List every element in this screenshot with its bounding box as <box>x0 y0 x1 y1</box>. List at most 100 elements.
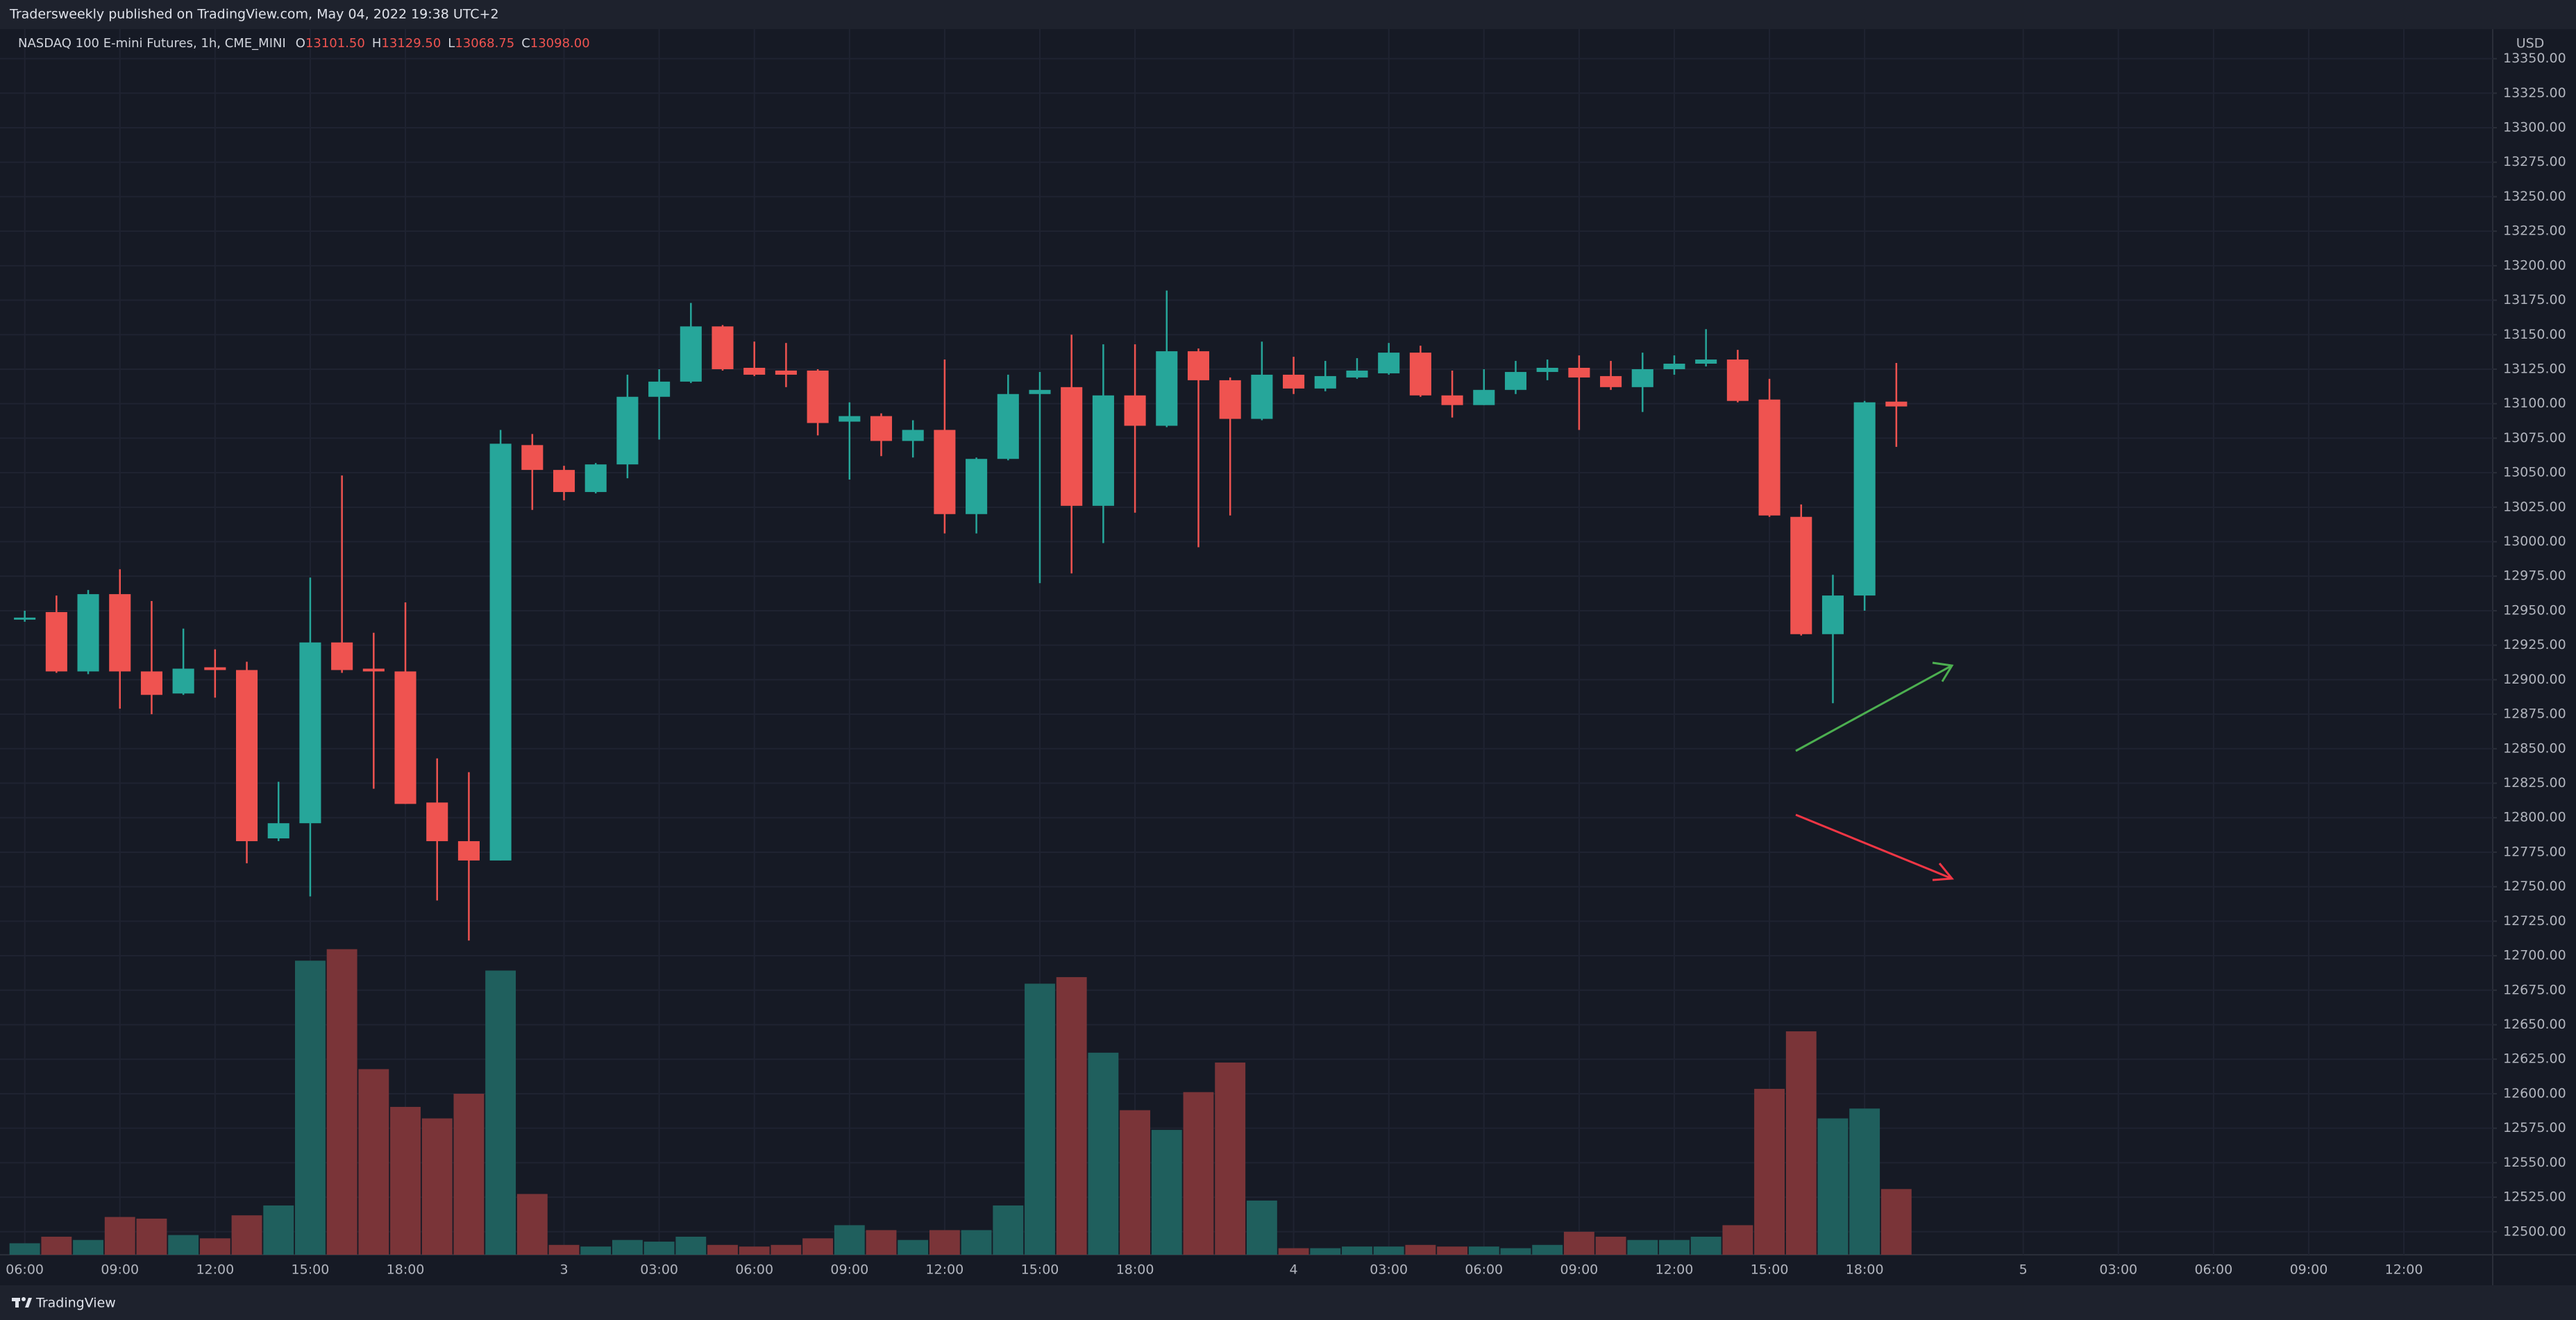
x-tick-label: 5 <box>2019 1262 2028 1278</box>
legend-title: NASDAQ 100 E-mini Futures, 1h, CME_MINI <box>18 36 286 51</box>
drawing-arrow-up <box>1795 661 1954 752</box>
candle-body <box>140 671 162 695</box>
x-tick-label: 12:00 <box>2385 1262 2423 1278</box>
volume-bar <box>707 1244 738 1255</box>
x-tick-label: 06:00 <box>6 1262 44 1278</box>
x-tick-label: 09:00 <box>1560 1262 1598 1278</box>
axes: 13350.00 13325.00 13300.00 13275.00 13250.00… <box>6 51 2566 1277</box>
y-tick-label: 12650.00 <box>2503 1017 2566 1032</box>
legend-key: L <box>448 36 455 51</box>
volume-bar <box>1025 983 1055 1255</box>
volume-bar <box>1563 1231 1594 1255</box>
volume-bar <box>771 1244 802 1255</box>
currency-label: USD <box>2516 36 2545 51</box>
candle-body <box>902 430 924 441</box>
volume-bar <box>1088 1052 1119 1255</box>
candle-body <box>235 670 258 842</box>
candle-body <box>299 642 321 824</box>
candle-body <box>1663 364 1685 369</box>
x-tick-label: 03:00 <box>640 1262 678 1278</box>
volume-bar <box>9 1243 40 1255</box>
y-tick-label: 13175.00 <box>2503 292 2566 307</box>
volume-bar <box>485 970 516 1255</box>
candle-body <box>1600 375 1622 387</box>
candle-body <box>775 370 797 375</box>
y-tick-label: 13300.00 <box>2503 119 2566 135</box>
header-title: Tradersweekly published on TradingView.c… <box>9 7 499 22</box>
candle-body <box>1568 367 1590 378</box>
candle-layer <box>14 290 1908 941</box>
volume-bar <box>961 1230 992 1255</box>
y-tick-label: 13025.00 <box>2503 499 2566 514</box>
candle-body <box>1029 389 1051 394</box>
volume-bar <box>1754 1088 1785 1255</box>
candle-body <box>1187 351 1210 380</box>
y-tick-label: 12900.00 <box>2503 672 2566 687</box>
candle-body <box>934 430 956 514</box>
candle-body <box>1092 395 1114 506</box>
y-tick-label: 13200.00 <box>2503 257 2566 273</box>
y-tick-label: 12675.00 <box>2503 982 2566 997</box>
candle-body <box>1821 595 1844 634</box>
x-tick-label: 12:00 <box>196 1262 234 1278</box>
volume-bar <box>643 1242 675 1255</box>
x-tick-label: 18:00 <box>387 1262 425 1278</box>
volume-bar <box>1183 1092 1214 1255</box>
candle-body <box>584 464 607 492</box>
volume-bar <box>1278 1248 1309 1255</box>
legend-value: 13101.50 <box>305 36 365 51</box>
volume-bar <box>263 1205 294 1255</box>
volume-bar <box>802 1238 834 1255</box>
candle-body <box>648 381 671 397</box>
volume-bar <box>612 1239 643 1255</box>
candle-body <box>966 459 988 514</box>
volume-bar <box>1342 1246 1372 1255</box>
volume-bar <box>516 1194 548 1255</box>
candle-body <box>1631 369 1653 387</box>
volume-bar <box>104 1217 135 1255</box>
candle-body <box>1251 374 1273 419</box>
volume-bar <box>1215 1063 1246 1255</box>
y-tick-label: 12950.00 <box>2503 602 2566 618</box>
volume-bar <box>1595 1236 1626 1255</box>
volume-layer <box>9 949 1912 1255</box>
volume-bar <box>1785 1031 1817 1255</box>
candle-body <box>1790 516 1812 634</box>
volume-bar <box>1627 1239 1658 1255</box>
legend-value: 13098.00 <box>530 36 590 51</box>
volume-bar <box>358 1069 389 1255</box>
volume-bar <box>390 1106 421 1255</box>
header-bar <box>0 0 2576 29</box>
y-tick-label: 13050.00 <box>2503 465 2566 480</box>
volume-bar <box>1880 1189 1912 1255</box>
candle-body <box>204 667 226 670</box>
candle-body <box>807 370 829 423</box>
volume-bar <box>1056 976 1087 1255</box>
volume-bar <box>326 949 357 1255</box>
candle-body <box>1536 367 1558 372</box>
candle-body <box>457 841 480 861</box>
volume-bar <box>1310 1248 1341 1255</box>
y-tick-label: 13000.00 <box>2503 534 2566 549</box>
candle-body <box>1219 380 1241 419</box>
y-tick-label: 12500.00 <box>2503 1224 2566 1239</box>
volume-bar <box>1468 1246 1499 1255</box>
y-tick-label: 12750.00 <box>2503 879 2566 894</box>
volume-bar <box>1246 1200 1277 1255</box>
y-tick-label: 12575.00 <box>2503 1120 2566 1135</box>
y-tick-label: 13100.00 <box>2503 396 2566 411</box>
candle-body <box>14 617 36 620</box>
candle-body <box>1156 351 1178 426</box>
legend-key: C <box>521 36 530 51</box>
x-tick-label: 3 <box>559 1262 568 1278</box>
volume-bar <box>580 1246 612 1255</box>
candle-body <box>1346 370 1368 378</box>
x-tick-label: 18:00 <box>1846 1262 1884 1278</box>
candle-body <box>1726 359 1749 401</box>
grid <box>0 29 2493 1255</box>
volume-bar <box>1373 1246 1404 1255</box>
y-tick-label: 12550.00 <box>2503 1155 2566 1170</box>
x-tick-label: 15:00 <box>1021 1262 1059 1278</box>
legend: NASDAQ 100 E-mini Futures, 1h, CME_MINI O… <box>18 36 590 51</box>
